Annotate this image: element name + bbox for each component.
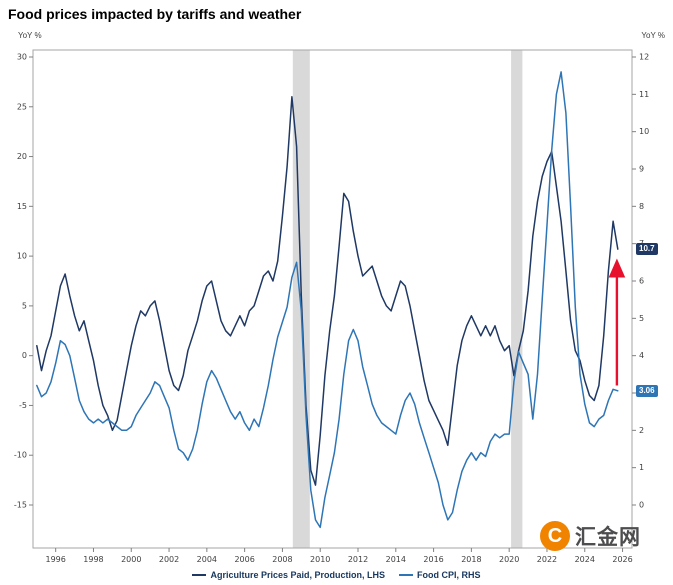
watermark-huijin: C 汇金网	[540, 521, 641, 551]
svg-text:5: 5	[639, 314, 644, 323]
value-badge-food-cpi: 3.06	[636, 385, 658, 397]
svg-text:10: 10	[639, 127, 649, 136]
svg-text:12: 12	[639, 53, 649, 62]
svg-text:2024: 2024	[575, 555, 595, 564]
huijin-logo-icon: C	[540, 521, 570, 551]
svg-text:2008: 2008	[272, 555, 292, 564]
svg-text:2000: 2000	[121, 555, 141, 564]
svg-text:2016: 2016	[423, 555, 443, 564]
svg-text:2020: 2020	[499, 555, 519, 564]
svg-text:2004: 2004	[197, 555, 217, 564]
svg-text:2018: 2018	[461, 555, 481, 564]
svg-text:2012: 2012	[348, 555, 368, 564]
svg-text:2026: 2026	[612, 555, 632, 564]
svg-text:20: 20	[17, 152, 27, 161]
right-axis-unit-label: YoY %	[641, 31, 665, 40]
chart-title: Food prices impacted by tariffs and weat…	[8, 6, 302, 22]
svg-text:30: 30	[17, 53, 27, 62]
svg-text:0: 0	[22, 351, 27, 360]
svg-text:2002: 2002	[159, 555, 179, 564]
watermark-text: 汇金网	[575, 526, 641, 549]
value-badge-agriculture: 10.7	[636, 243, 658, 255]
svg-text:0: 0	[639, 501, 644, 510]
legend-item-food-cpi: Food CPI, RHS	[399, 570, 481, 580]
svg-text:5: 5	[22, 301, 27, 310]
svg-text:4: 4	[639, 351, 644, 360]
svg-text:-15: -15	[14, 501, 27, 510]
legend-swatch-food-cpi-icon	[399, 574, 414, 576]
svg-text:2014: 2014	[386, 555, 406, 564]
svg-text:2010: 2010	[310, 555, 330, 564]
svg-text:1: 1	[639, 463, 644, 472]
series-line-1	[36, 71, 619, 529]
legend-item-agriculture: Agriculture Prices Paid, Production, LHS	[192, 570, 385, 580]
svg-text:1998: 1998	[83, 555, 103, 564]
left-axis-unit-label: YoY %	[18, 31, 42, 40]
svg-text:6: 6	[639, 277, 644, 286]
legend-swatch-agriculture-icon	[192, 574, 207, 576]
series-line-0	[36, 96, 619, 486]
svg-text:8: 8	[639, 202, 644, 211]
svg-text:15: 15	[17, 202, 27, 211]
plot-frame	[32, 49, 633, 549]
legend: Agriculture Prices Paid, Production, LHS…	[0, 570, 673, 580]
svg-text:2006: 2006	[234, 555, 254, 564]
svg-text:2: 2	[639, 426, 644, 435]
svg-text:-5: -5	[19, 401, 27, 410]
svg-text:1996: 1996	[45, 555, 65, 564]
svg-text:10: 10	[17, 252, 27, 261]
svg-text:9: 9	[639, 165, 644, 174]
svg-text:-10: -10	[14, 451, 27, 460]
recession-band	[511, 50, 523, 548]
svg-text:25: 25	[17, 102, 27, 111]
svg-text:11: 11	[639, 90, 649, 99]
legend-label-agriculture: Agriculture Prices Paid, Production, LHS	[210, 570, 386, 580]
svg-text:2022: 2022	[537, 555, 557, 564]
legend-label-food-cpi: Food CPI, RHS	[417, 570, 481, 580]
